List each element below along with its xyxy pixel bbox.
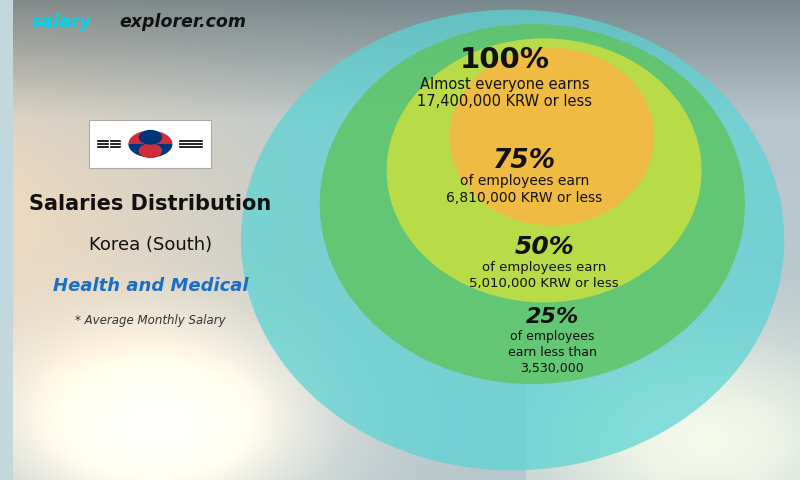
- Text: earn less than: earn less than: [507, 346, 597, 360]
- Text: 75%: 75%: [493, 148, 556, 174]
- Text: explorer.com: explorer.com: [119, 12, 246, 31]
- Wedge shape: [128, 131, 173, 144]
- Text: salary: salary: [32, 12, 92, 31]
- Text: 50%: 50%: [514, 235, 574, 259]
- Text: 100%: 100%: [460, 46, 550, 74]
- Text: * Average Monthly Salary: * Average Monthly Salary: [75, 314, 226, 327]
- Ellipse shape: [241, 10, 784, 470]
- Text: of employees earn: of employees earn: [482, 261, 606, 274]
- Circle shape: [139, 144, 162, 157]
- Text: Salaries Distribution: Salaries Distribution: [30, 194, 271, 214]
- Text: Almost everyone earns: Almost everyone earns: [420, 76, 590, 92]
- Text: 3,530,000: 3,530,000: [520, 362, 584, 375]
- Text: 5,010,000 KRW or less: 5,010,000 KRW or less: [470, 276, 619, 290]
- Text: 6,810,000 KRW or less: 6,810,000 KRW or less: [446, 191, 602, 205]
- Text: Health and Medical: Health and Medical: [53, 276, 248, 295]
- Text: Korea (South): Korea (South): [89, 236, 212, 254]
- Ellipse shape: [450, 48, 654, 226]
- Text: 17,400,000 KRW or less: 17,400,000 KRW or less: [418, 94, 592, 109]
- Text: of employees earn: of employees earn: [460, 174, 589, 189]
- Ellipse shape: [320, 24, 745, 384]
- Text: of employees: of employees: [510, 330, 594, 344]
- Text: 25%: 25%: [526, 307, 578, 327]
- Ellipse shape: [386, 38, 702, 302]
- Wedge shape: [128, 144, 173, 157]
- Bar: [90, 120, 211, 168]
- Circle shape: [139, 131, 162, 144]
